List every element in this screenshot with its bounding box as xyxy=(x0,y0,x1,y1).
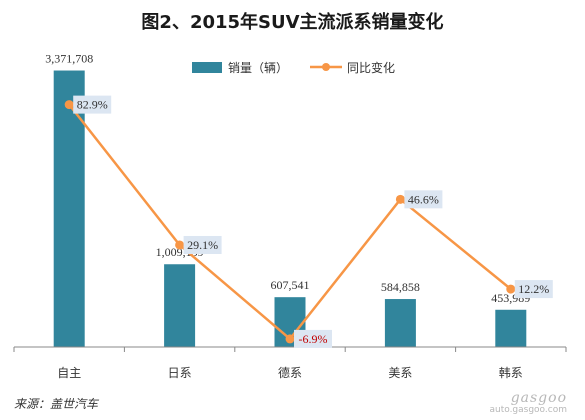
chart-title: 图2、2015年SUV主流派系销量变化 xyxy=(141,12,444,33)
legend-bar-swatch xyxy=(192,62,222,73)
watermark-brand: gasgoo xyxy=(510,390,567,406)
bar-value-label: 3,371,708 xyxy=(45,52,93,66)
yoy-value-label: 82.9% xyxy=(77,98,108,112)
yoy-label-box xyxy=(514,280,553,299)
bar-日系 xyxy=(164,264,196,347)
yoy-value-label: -6.9% xyxy=(299,332,328,346)
yoy-label-box xyxy=(73,95,112,114)
x-tick-label: 日系 xyxy=(168,366,192,380)
bar-value-label: 584,858 xyxy=(381,280,420,294)
x-tick-label: 韩系 xyxy=(499,365,523,380)
gasgoo-watermark: gasgoo auto.gasgoo.com xyxy=(489,390,567,416)
watermark-url: auto.gasgoo.com xyxy=(489,405,567,415)
x-tick-label: 美系 xyxy=(388,366,412,380)
bar-美系 xyxy=(384,299,416,347)
yoy-point xyxy=(175,240,185,250)
legend-line-marker xyxy=(322,63,330,71)
yoy-point xyxy=(64,100,74,110)
yoy-point xyxy=(285,334,295,344)
yoy-label-box xyxy=(294,329,332,348)
legend-line-label: 同比变化 xyxy=(347,60,395,75)
bar-韩系 xyxy=(495,309,527,347)
bar-value-label: 607,541 xyxy=(271,278,310,292)
x-tick-label: 德系 xyxy=(278,365,302,380)
yoy-point xyxy=(506,284,516,294)
legend: 销量（辆） 同比变化 xyxy=(192,60,395,75)
yoy-point xyxy=(395,194,405,204)
x-tick-label: 自主 xyxy=(57,366,81,380)
legend-bar-label: 销量（辆） xyxy=(228,61,288,75)
yoy-value-label: 46.6% xyxy=(408,192,439,206)
source-note: 来源：盖世汽车 xyxy=(14,397,99,411)
yoy-value-label: 12.2% xyxy=(518,282,549,296)
yoy-value-label: 29.1% xyxy=(187,238,218,252)
yoy-label-box xyxy=(183,235,222,254)
yoy-label-box xyxy=(404,190,443,209)
